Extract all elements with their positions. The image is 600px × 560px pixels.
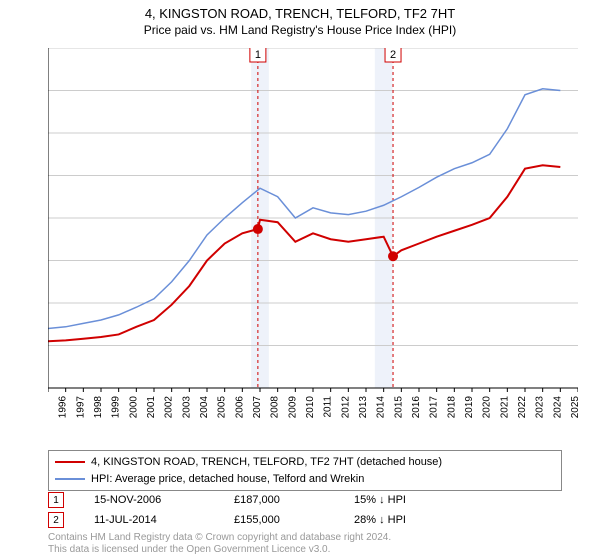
- svg-text:1997: 1997: [75, 396, 86, 418]
- legend-swatch: [55, 478, 85, 480]
- footer-attribution: Contains HM Land Registry data © Crown c…: [48, 532, 391, 556]
- svg-text:2021: 2021: [499, 396, 510, 418]
- svg-text:2017: 2017: [429, 396, 440, 418]
- legend-box: 4, KINGSTON ROAD, TRENCH, TELFORD, TF2 7…: [48, 450, 562, 491]
- svg-text:2006: 2006: [234, 396, 245, 418]
- sale-delta-hpi: 28% ↓ HPI: [354, 514, 454, 526]
- svg-text:2002: 2002: [164, 396, 175, 418]
- sale-date: 11-JUL-2014: [94, 514, 204, 526]
- sale-delta-hpi: 15% ↓ HPI: [354, 494, 454, 506]
- chart-title-address: 4, KINGSTON ROAD, TRENCH, TELFORD, TF2 7…: [0, 0, 600, 21]
- footer-line2: This data is licensed under the Open Gov…: [48, 544, 391, 556]
- svg-text:2001: 2001: [146, 396, 157, 418]
- svg-text:2011: 2011: [323, 396, 334, 418]
- svg-text:2015: 2015: [393, 396, 404, 418]
- svg-text:1: 1: [255, 49, 261, 61]
- price-chart: £0£50K£100K£150K£200K£250K£300K£350K£400…: [48, 48, 578, 418]
- svg-text:2013: 2013: [358, 396, 369, 418]
- sales-table: 1 15-NOV-2006 £187,000 15% ↓ HPI 2 11-JUL-201…: [48, 492, 548, 532]
- svg-text:2020: 2020: [482, 396, 493, 418]
- legend-label: HPI: Average price, detached house, Telf…: [91, 471, 364, 488]
- svg-text:2005: 2005: [217, 396, 228, 418]
- svg-text:1996: 1996: [58, 396, 69, 418]
- svg-text:2023: 2023: [535, 396, 546, 418]
- sale-price: £187,000: [234, 494, 324, 506]
- footer-line1: Contains HM Land Registry data © Crown c…: [48, 532, 391, 544]
- sale-date: 15-NOV-2006: [94, 494, 204, 506]
- svg-text:2009: 2009: [287, 396, 298, 418]
- svg-text:2008: 2008: [270, 396, 281, 418]
- svg-text:1995: 1995: [48, 396, 51, 418]
- svg-text:2012: 2012: [340, 396, 351, 418]
- svg-text:2: 2: [390, 49, 396, 61]
- svg-text:2025: 2025: [570, 396, 578, 418]
- svg-text:2003: 2003: [181, 396, 192, 418]
- legend-swatch: [55, 461, 85, 463]
- svg-text:2024: 2024: [552, 396, 563, 418]
- sale-marker-number: 1: [48, 492, 64, 508]
- svg-text:2018: 2018: [446, 396, 457, 418]
- legend-item: HPI: Average price, detached house, Telf…: [55, 471, 555, 488]
- legend-label: 4, KINGSTON ROAD, TRENCH, TELFORD, TF2 7…: [91, 454, 442, 471]
- sale-price: £155,000: [234, 514, 324, 526]
- svg-text:2010: 2010: [305, 396, 316, 418]
- svg-text:1999: 1999: [111, 396, 122, 418]
- svg-text:2004: 2004: [199, 396, 210, 418]
- svg-text:2014: 2014: [376, 396, 387, 418]
- sale-row: 2 11-JUL-2014 £155,000 28% ↓ HPI: [48, 512, 548, 528]
- legend-item: 4, KINGSTON ROAD, TRENCH, TELFORD, TF2 7…: [55, 454, 555, 471]
- chart-subtitle: Price paid vs. HM Land Registry's House …: [0, 21, 600, 37]
- sale-marker-number: 2: [48, 512, 64, 528]
- svg-text:2016: 2016: [411, 396, 422, 418]
- svg-text:2007: 2007: [252, 396, 263, 418]
- svg-text:2019: 2019: [464, 396, 475, 418]
- svg-text:1998: 1998: [93, 396, 104, 418]
- svg-text:2022: 2022: [517, 396, 528, 418]
- svg-text:2000: 2000: [128, 396, 139, 418]
- sale-row: 1 15-NOV-2006 £187,000 15% ↓ HPI: [48, 492, 548, 508]
